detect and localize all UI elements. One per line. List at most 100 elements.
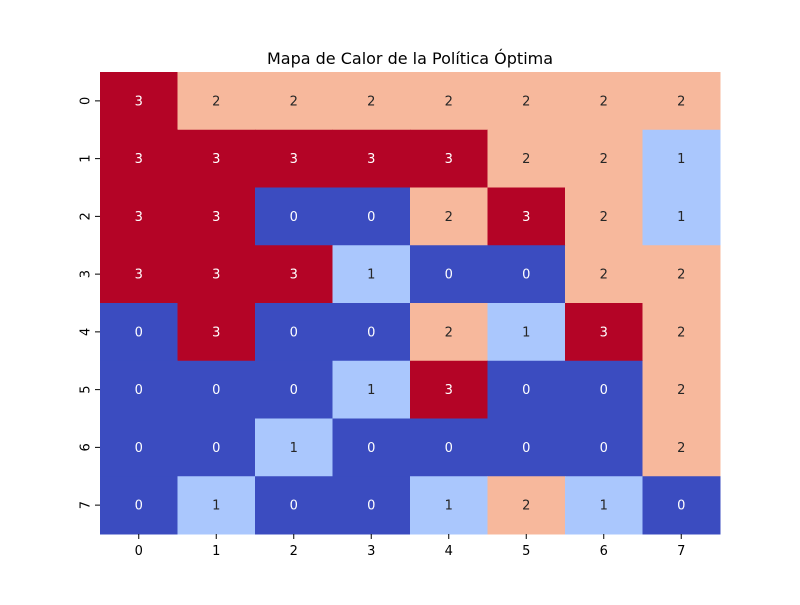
cell-value-label: 0 (135, 325, 143, 340)
cell-value-label: 3 (212, 268, 220, 283)
heatmap-cell (487, 245, 566, 304)
cell-value-label: 2 (445, 210, 453, 225)
heatmap-cell (332, 129, 411, 188)
heatmap-cell (177, 245, 256, 304)
heatmap-cell (255, 187, 333, 246)
heatmap-cell (100, 72, 178, 131)
cell-value-label: 2 (212, 94, 220, 109)
cell-value-label: 1 (522, 325, 530, 340)
cell-value-label: 0 (522, 268, 530, 283)
heatmap-cell (642, 187, 721, 246)
heatmap-cell (255, 360, 333, 419)
heatmap-cell (410, 245, 488, 304)
heatmap-cell-labels: 3 2 2 2 2 2 2 2 3 3 3 3 3 2 2 1 3 3 0 0 2 3 2 1 3 3 3 1 0 0 2 2 0 3 0 0 2 1 3 2… (135, 94, 686, 513)
y-tick-label: 1 (79, 154, 94, 162)
x-tick-label: 0 (135, 544, 143, 559)
cell-value-label: 1 (367, 268, 375, 283)
cell-value-label: 3 (290, 152, 298, 167)
heatmap-cell (332, 72, 411, 131)
cell-value-label: 3 (135, 152, 143, 167)
cell-value-label: 0 (367, 441, 375, 456)
heatmap-cell (332, 245, 411, 304)
x-tick-label: 6 (600, 544, 608, 559)
heatmap-cell (642, 476, 721, 535)
heatmap-cell (642, 72, 721, 131)
cell-value-label: 0 (212, 441, 220, 456)
heatmap-cell (177, 360, 256, 419)
cell-value-label: 1 (212, 499, 220, 514)
heatmap-cell (410, 418, 488, 477)
y-tick-label: 3 (79, 270, 94, 278)
heatmap-cell (177, 303, 256, 362)
heatmap-cell (100, 187, 178, 246)
cell-value-label: 0 (135, 499, 143, 514)
cell-value-label: 0 (600, 441, 608, 456)
heatmap-cell (100, 418, 178, 477)
heatmap-cell (410, 360, 488, 419)
heatmap-cell (410, 129, 488, 188)
heatmap-cell (255, 476, 333, 535)
x-axis: 0 1 2 3 4 5 6 7 (135, 534, 685, 559)
cell-value-label: 2 (290, 94, 298, 109)
cell-value-label: 3 (212, 325, 220, 340)
heatmap-cells (100, 72, 721, 535)
y-tick-label: 7 (79, 501, 94, 509)
cell-value-label: 1 (445, 499, 453, 514)
cell-value-label: 2 (600, 94, 608, 109)
cell-value-label: 3 (135, 210, 143, 225)
x-tick-label: 4 (445, 544, 453, 559)
heatmap-cell (332, 360, 411, 419)
cell-value-label: 0 (367, 499, 375, 514)
heatmap-cell (332, 476, 411, 535)
cell-value-label: 0 (522, 441, 530, 456)
cell-value-label: 3 (212, 210, 220, 225)
heatmap-cell (565, 303, 643, 362)
y-tick-label: 0 (79, 97, 94, 105)
heatmap-cell (565, 476, 643, 535)
cell-value-label: 3 (367, 152, 375, 167)
cell-value-label: 1 (677, 152, 685, 167)
y-axis: 0 1 2 3 4 5 6 7 (79, 97, 100, 509)
cell-value-label: 1 (600, 499, 608, 514)
cell-value-label: 0 (212, 383, 220, 398)
cell-value-label: 3 (212, 152, 220, 167)
x-tick-label: 3 (367, 544, 375, 559)
y-tick-label: 4 (79, 328, 94, 336)
cell-value-label: 0 (522, 383, 530, 398)
cell-value-label: 2 (522, 499, 530, 514)
cell-value-label: 0 (135, 383, 143, 398)
cell-value-label: 2 (677, 325, 685, 340)
heatmap-cell (255, 418, 333, 477)
heatmap-cell (565, 129, 643, 188)
y-tick-label: 5 (79, 385, 94, 393)
x-tick-label: 2 (290, 544, 298, 559)
cell-value-label: 2 (522, 152, 530, 167)
heatmap-cell (487, 72, 566, 131)
heatmap-cell (177, 418, 256, 477)
cell-value-label: 0 (290, 499, 298, 514)
cell-value-label: 0 (290, 383, 298, 398)
cell-value-label: 0 (677, 499, 685, 514)
heatmap-cell (410, 476, 488, 535)
heatmap-cell (100, 303, 178, 362)
heatmap-cell (487, 360, 566, 419)
cell-value-label: 0 (290, 325, 298, 340)
heatmap-cell (642, 245, 721, 304)
heatmap-cell (565, 418, 643, 477)
cell-value-label: 1 (677, 210, 685, 225)
heatmap-cell (642, 418, 721, 477)
heatmap-cell (100, 360, 178, 419)
cell-value-label: 3 (445, 383, 453, 398)
cell-value-label: 0 (135, 441, 143, 456)
heatmap-cell (332, 418, 411, 477)
heatmap-cell (100, 245, 178, 304)
cell-value-label: 2 (445, 325, 453, 340)
cell-value-label: 3 (600, 325, 608, 340)
y-tick-label: 6 (79, 443, 94, 451)
heatmap-cell (487, 476, 566, 535)
heatmap-cell (177, 187, 256, 246)
x-tick-label: 5 (522, 544, 530, 559)
heatmap-cell (255, 129, 333, 188)
heatmap-cell (642, 360, 721, 419)
